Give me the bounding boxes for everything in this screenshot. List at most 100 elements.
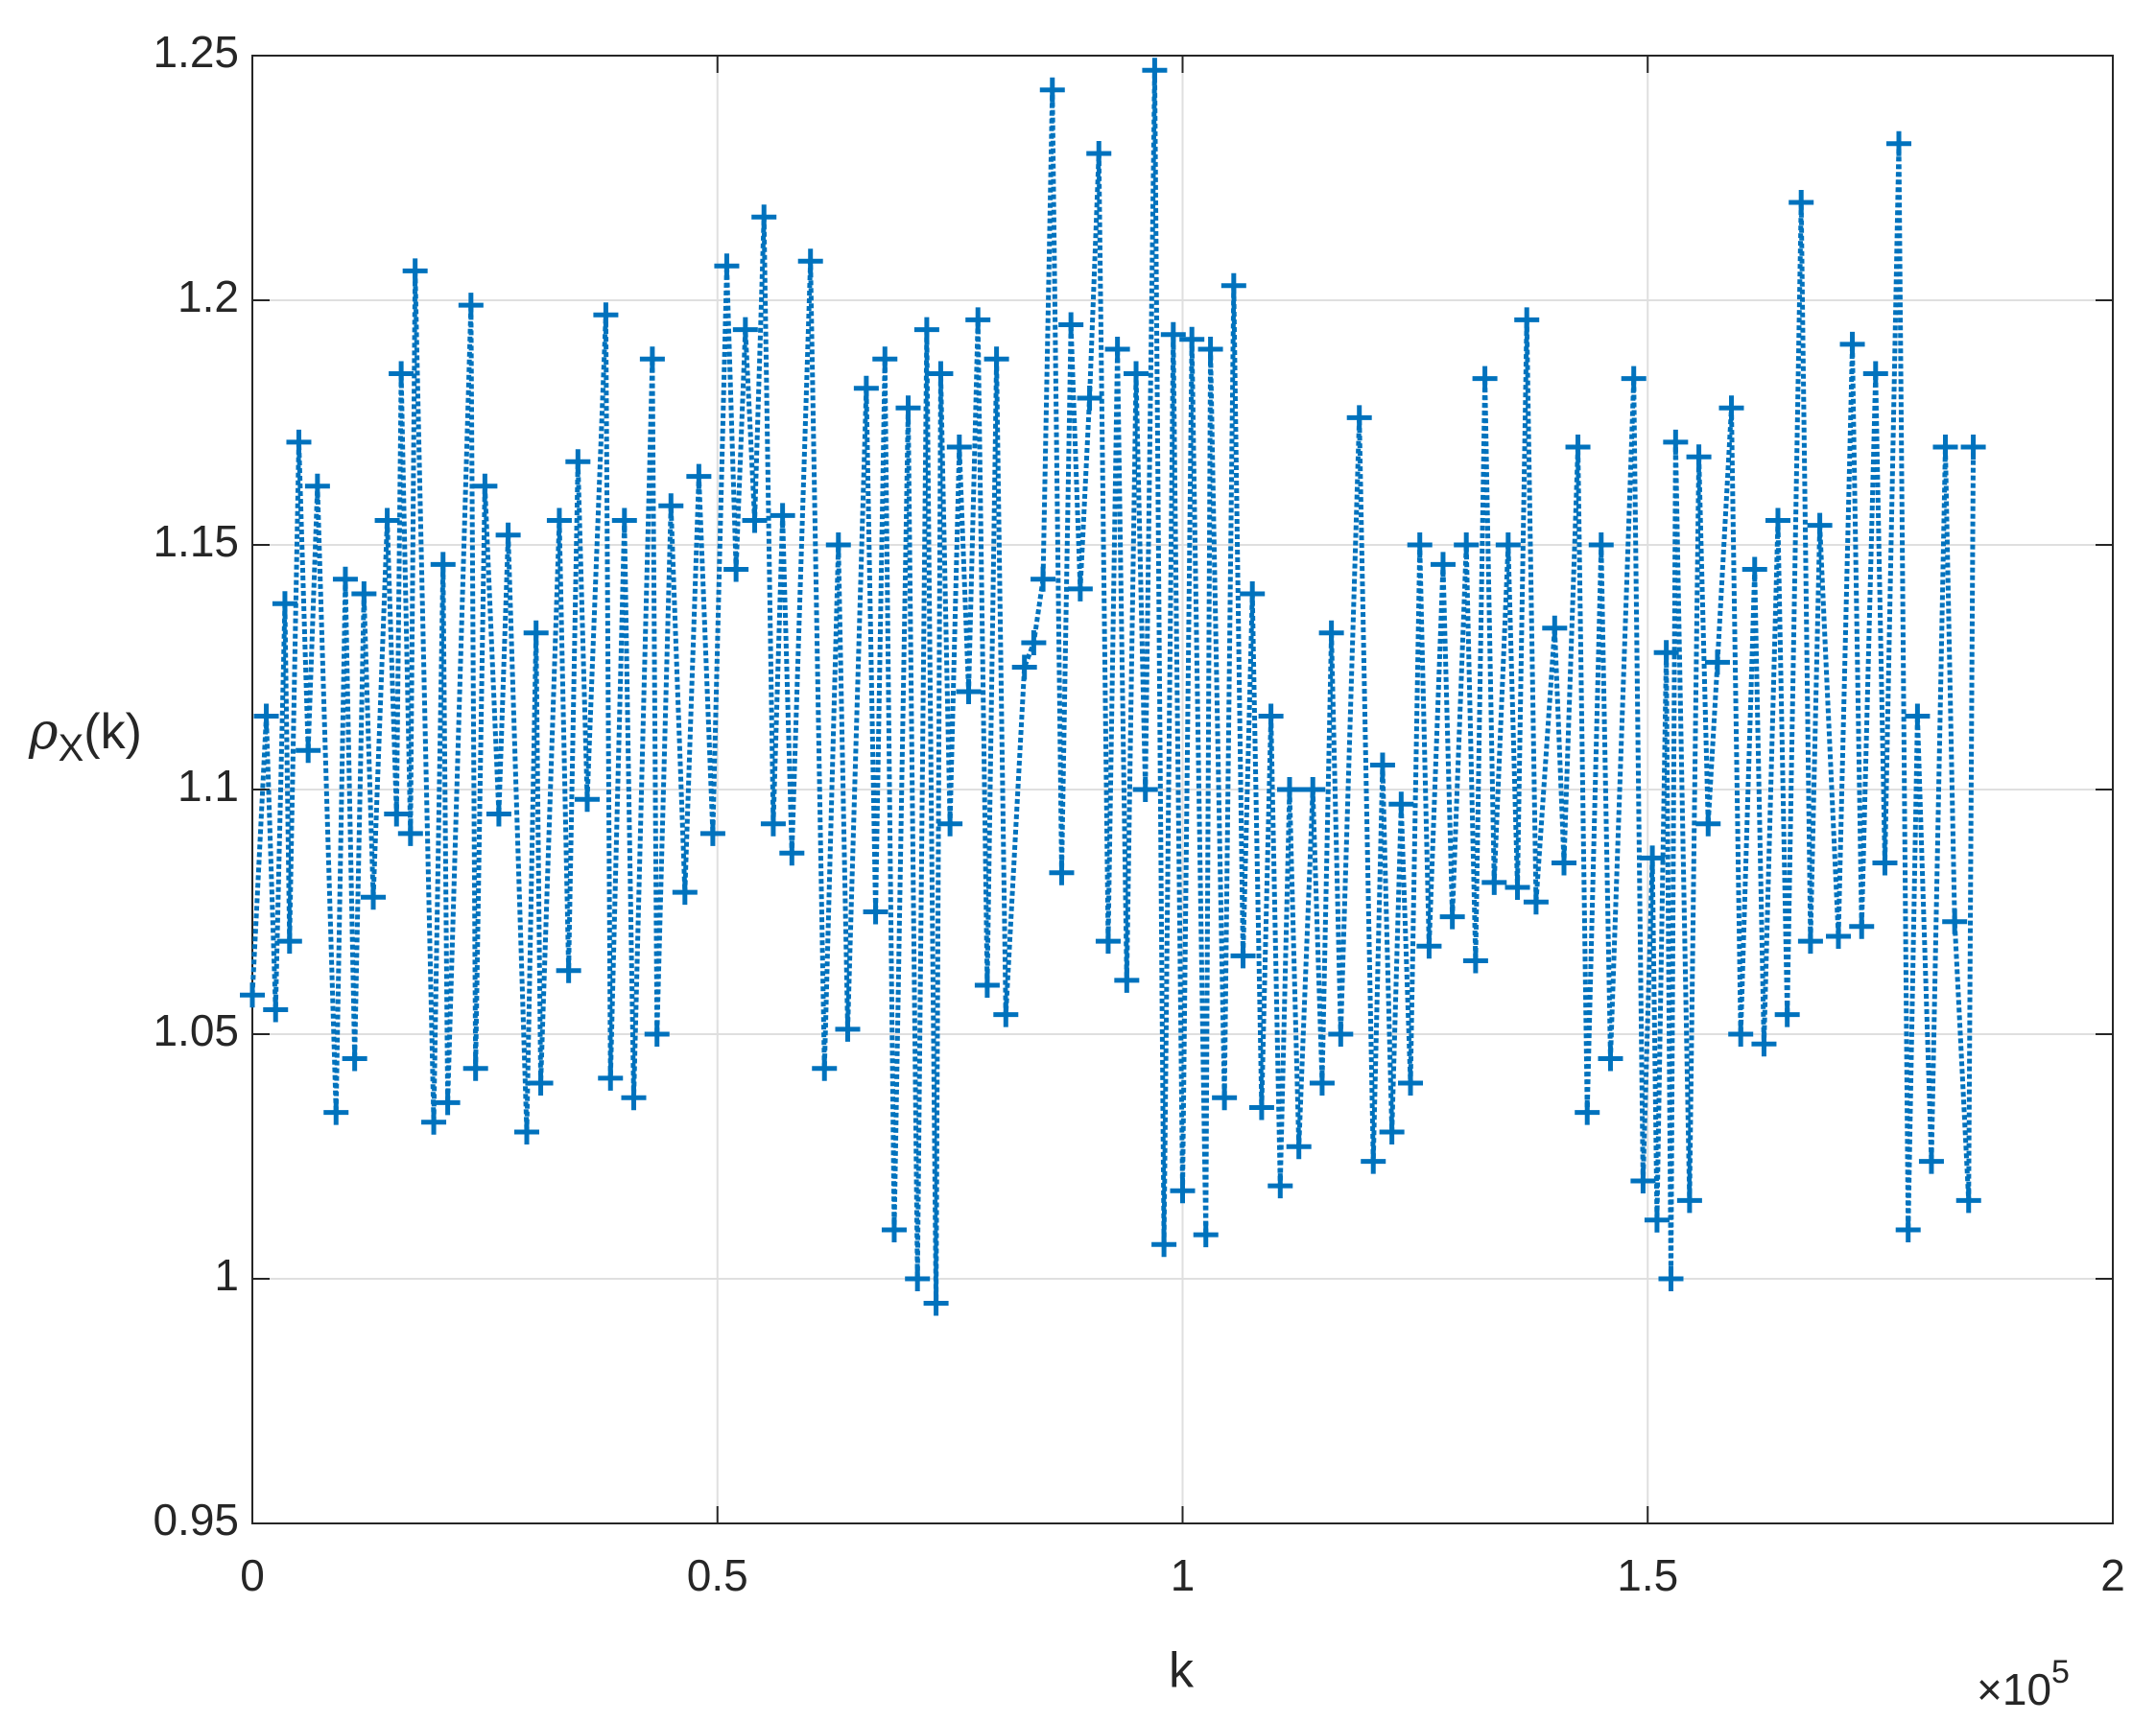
marker <box>825 532 851 557</box>
marker <box>1462 948 1488 974</box>
marker <box>699 820 725 846</box>
marker <box>1011 654 1037 680</box>
marker <box>1049 860 1075 885</box>
marker <box>1369 752 1395 778</box>
marker <box>1575 1099 1600 1125</box>
marker <box>732 317 758 342</box>
marker <box>1067 576 1093 602</box>
marker <box>1960 435 1986 460</box>
marker <box>384 801 410 827</box>
marker <box>913 317 939 342</box>
marker <box>556 957 581 983</box>
marker <box>863 899 888 925</box>
y-tick-label: 1.25 <box>153 27 239 77</box>
marker <box>723 556 749 582</box>
marker <box>1686 444 1712 470</box>
marker <box>1630 1168 1656 1193</box>
y-label-symbol: ρ <box>28 703 59 761</box>
y-tick-label: 1.2 <box>178 271 239 321</box>
marker <box>853 375 879 401</box>
marker <box>1514 307 1540 333</box>
marker <box>937 811 963 837</box>
marker <box>528 1071 554 1096</box>
marker <box>1551 850 1576 876</box>
marker <box>1826 924 1851 949</box>
marker <box>1932 435 1958 460</box>
marker <box>1220 272 1246 298</box>
marker <box>1031 566 1056 592</box>
marker <box>1439 904 1465 930</box>
y-tick-label: 0.95 <box>153 1495 239 1545</box>
marker <box>458 293 484 318</box>
marker <box>263 997 289 1023</box>
y-label-suffix: (k) <box>83 704 142 760</box>
marker <box>240 982 265 1008</box>
x-exponent: ×105 <box>1977 1654 2070 1714</box>
marker <box>593 302 619 328</box>
marker <box>1193 1222 1219 1248</box>
marker <box>1849 913 1875 939</box>
marker <box>1676 1188 1702 1214</box>
marker <box>1179 326 1205 352</box>
marker <box>1523 889 1549 915</box>
marker <box>1886 130 1912 156</box>
marker <box>779 840 805 866</box>
marker <box>304 473 330 499</box>
marker <box>1230 943 1256 969</box>
x-axis-label: k <box>1169 1643 1195 1699</box>
marker <box>1114 967 1140 993</box>
marker <box>1718 395 1744 421</box>
marker <box>835 1016 861 1042</box>
marker <box>1565 435 1591 460</box>
marker <box>1039 77 1065 103</box>
marker <box>1807 512 1833 538</box>
marker <box>1504 875 1530 900</box>
marker <box>1416 933 1442 959</box>
marker <box>272 591 297 617</box>
marker <box>1142 58 1168 83</box>
marker <box>332 566 358 592</box>
marker <box>1542 615 1568 641</box>
marker <box>1058 312 1084 338</box>
marker <box>1104 337 1130 362</box>
marker <box>686 463 712 489</box>
marker <box>1598 1046 1623 1072</box>
marker <box>621 1085 647 1111</box>
marker <box>1741 556 1767 582</box>
marker <box>1132 777 1158 802</box>
marker <box>575 787 601 813</box>
marker <box>672 880 698 906</box>
y-label-subscript: X <box>59 727 84 769</box>
marker <box>1388 791 1414 817</box>
marker <box>435 1090 461 1116</box>
marker <box>1407 532 1433 557</box>
marker <box>1430 552 1456 578</box>
marker <box>1151 1232 1177 1258</box>
marker <box>1955 1188 1981 1214</box>
marker <box>1751 1031 1777 1057</box>
marker <box>1905 703 1931 729</box>
marker <box>742 507 768 533</box>
marker <box>523 620 549 646</box>
marker <box>1728 1022 1754 1047</box>
marker <box>1170 1178 1196 1204</box>
marker <box>639 346 665 372</box>
marker <box>760 811 786 837</box>
marker <box>389 361 415 387</box>
exponent-base: ×10 <box>1977 1664 2051 1714</box>
marker <box>1658 1266 1684 1291</box>
marker <box>1160 321 1186 347</box>
marker <box>714 253 740 279</box>
marker <box>1077 386 1102 411</box>
marker <box>1872 850 1898 876</box>
marker <box>361 885 387 910</box>
marker <box>495 522 521 548</box>
marker <box>1765 507 1790 533</box>
marker <box>1621 366 1647 391</box>
marker <box>993 1002 1019 1027</box>
marker <box>1197 337 1223 362</box>
marker <box>658 493 684 519</box>
marker <box>956 679 982 704</box>
